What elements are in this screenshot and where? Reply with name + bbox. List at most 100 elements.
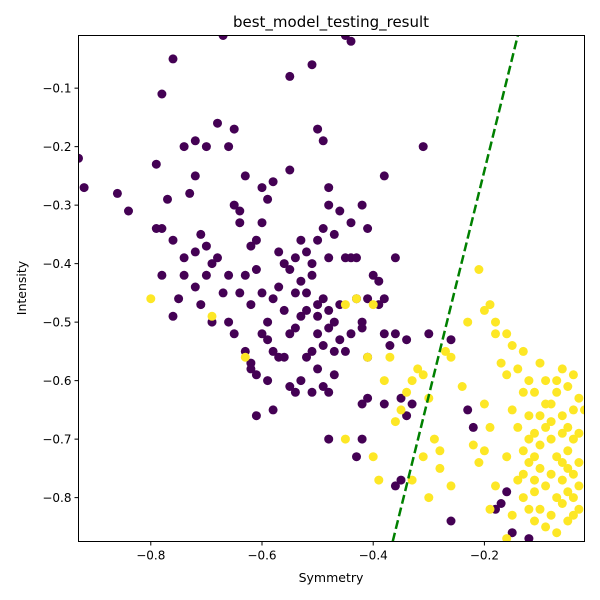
- scatter-point: [229, 329, 239, 339]
- scatter-point: [546, 417, 556, 427]
- scatter-point: [218, 288, 228, 298]
- y-axis-label: Intensity: [14, 260, 29, 315]
- scatter-point: [279, 259, 289, 269]
- scatter-point: [385, 341, 395, 350]
- scatter-point: [279, 305, 289, 315]
- scatter-point: [457, 382, 467, 391]
- scatter-point: [313, 124, 323, 134]
- scatter-point: [530, 487, 539, 497]
- scatter-point: [313, 300, 323, 310]
- scatter-point: [502, 452, 512, 462]
- scatter-point: [552, 387, 562, 397]
- scatter-point: [279, 352, 289, 362]
- scatter-point: [251, 235, 261, 245]
- scatter-point: [324, 305, 334, 315]
- scatter-point: [324, 323, 334, 333]
- scatter-point: [307, 346, 317, 356]
- scatter-point: [78, 153, 83, 163]
- scatter-point: [329, 317, 339, 327]
- scatter-point: [179, 142, 189, 152]
- scatter-point: [257, 329, 267, 339]
- scatter-point: [524, 504, 534, 514]
- scatter-point: [190, 247, 200, 257]
- scatter-point: [174, 294, 184, 304]
- scatter-point: [546, 434, 556, 444]
- scatter-point: [507, 510, 517, 520]
- scatter-point: [224, 317, 234, 327]
- scatter-point: [307, 259, 317, 269]
- scatter-point: [513, 475, 523, 485]
- scatter-point: [146, 294, 156, 304]
- scatter-point: [518, 493, 528, 503]
- scatter-point: [324, 387, 334, 397]
- scatter-point: [546, 469, 556, 479]
- scatter-point: [324, 253, 334, 263]
- scatter-point: [168, 235, 178, 245]
- y-tick-label: −0.1: [42, 82, 71, 96]
- scatter-point: [318, 224, 328, 233]
- scatter-point: [290, 323, 300, 333]
- scatter-point: [474, 458, 484, 467]
- scatter-point: [201, 241, 211, 251]
- scatter-point: [396, 405, 406, 415]
- scatter-point: [329, 229, 339, 239]
- scatter-point: [229, 124, 239, 134]
- scatter-series-2: [146, 265, 585, 542]
- scatter-point: [530, 475, 539, 485]
- scatter-point: [340, 346, 350, 356]
- scatter-point: [235, 218, 245, 228]
- scatter-point: [552, 452, 562, 462]
- scatter-point: [535, 504, 545, 514]
- scatter-point: [285, 329, 295, 339]
- scatter-point: [363, 294, 373, 304]
- scatter-point: [424, 329, 434, 339]
- scatter-point: [407, 376, 417, 386]
- scatter-point: [557, 411, 567, 421]
- scatter-point: [190, 171, 200, 181]
- scatter-point: [168, 54, 178, 64]
- plot-area: [78, 35, 585, 542]
- scatter-point: [407, 475, 417, 485]
- scatter-point: [546, 510, 556, 520]
- scatter-point: [229, 200, 239, 210]
- scatter-point: [251, 411, 261, 421]
- scatter-point: [424, 493, 434, 503]
- scatter-point: [274, 247, 284, 257]
- scatter-point: [524, 534, 534, 542]
- scatter-point: [302, 247, 311, 257]
- scatter-point: [263, 376, 273, 386]
- scatter-point: [263, 194, 273, 204]
- scatter-point: [541, 422, 551, 432]
- scatter-point: [491, 329, 500, 339]
- scatter-point: [563, 487, 573, 497]
- scatter-point: [224, 142, 234, 152]
- scatter-point: [340, 300, 350, 310]
- scatter-point: [368, 300, 378, 310]
- scatter-point: [513, 364, 523, 374]
- scatter-point: [413, 364, 423, 374]
- scatter-point: [196, 229, 206, 239]
- scatter-point: [568, 510, 578, 520]
- scatter-point: [357, 323, 367, 333]
- scatter-point: [285, 382, 295, 391]
- scatter-point: [324, 200, 334, 210]
- x-tick-label: −0.8: [136, 549, 165, 563]
- scatter-point: [474, 265, 484, 274]
- scatter-point: [346, 218, 356, 228]
- scatter-point: [313, 311, 323, 321]
- scatter-point: [240, 352, 250, 362]
- scatter-point: [535, 358, 545, 368]
- scatter-point: [530, 428, 539, 438]
- scatter-point: [491, 481, 500, 491]
- scatter-point: [302, 352, 311, 362]
- scatter-point: [563, 463, 573, 473]
- scatter-point: [502, 329, 512, 339]
- scatter-point: [318, 294, 328, 304]
- plot-frame: [78, 35, 585, 542]
- scatter-point: [552, 493, 562, 503]
- scatter-point: [530, 516, 539, 526]
- scatter-point: [246, 364, 256, 374]
- scatter-point: [557, 428, 567, 438]
- scatter-point: [557, 475, 567, 485]
